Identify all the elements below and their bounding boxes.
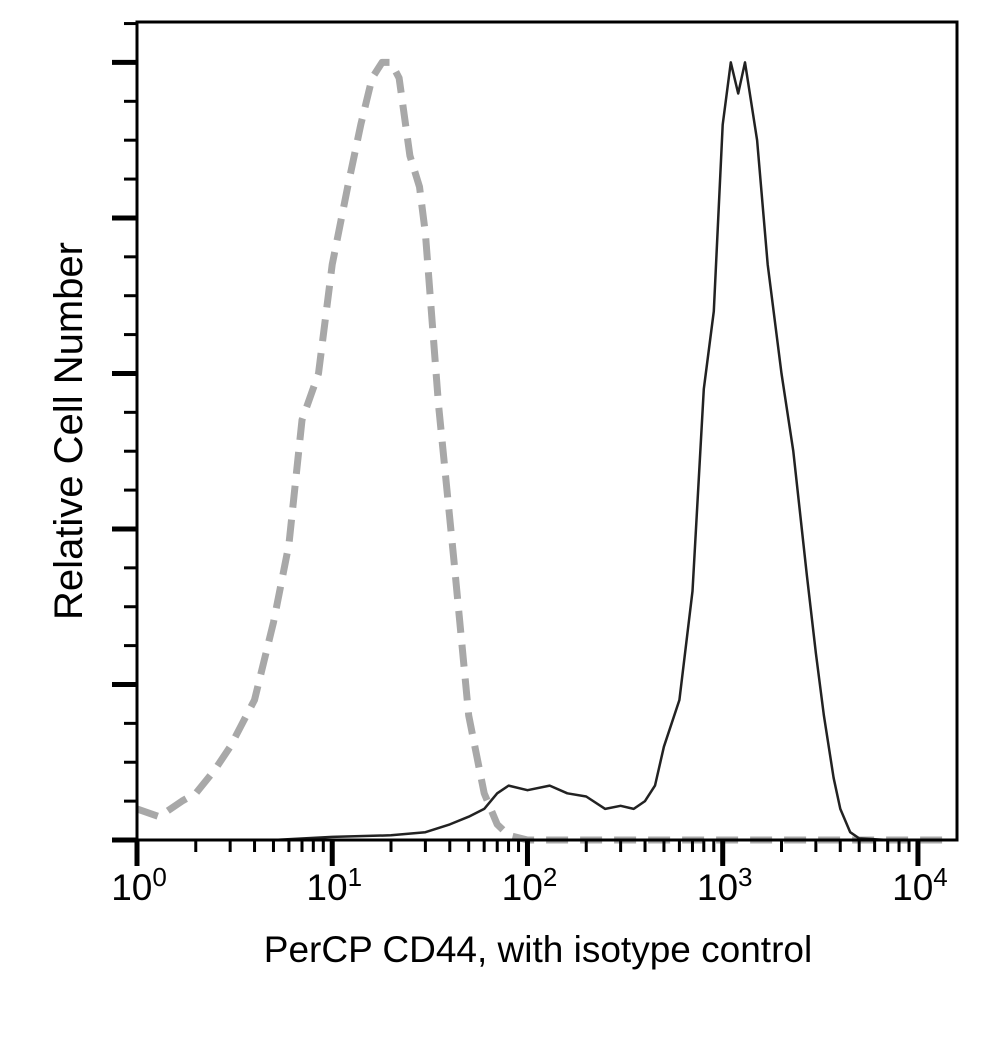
x-tick-exponent: 3: [738, 862, 752, 892]
x-tick-exponent: 1: [348, 862, 362, 892]
x-tick-base: 10: [306, 867, 347, 908]
x-axis-label: PerCP CD44, with isotype control: [264, 929, 812, 970]
cd44-histogram-line: [137, 61, 953, 842]
x-tick-exponent: 0: [152, 862, 166, 892]
x-axis-ticks: [134, 840, 921, 866]
isotype-control-line: [135, 58, 953, 844]
x-tick-label: 102: [502, 862, 558, 908]
x-tick-base: 10: [697, 867, 738, 908]
y-axis-label: Relative Cell Number: [47, 242, 91, 620]
x-tick-label: 104: [892, 862, 948, 908]
x-tick-label: 100: [111, 862, 167, 908]
x-tick-base: 10: [502, 867, 543, 908]
x-tick-exponent: 2: [543, 862, 557, 892]
plot-frame: [135, 20, 959, 842]
y-axis-ticks: [112, 22, 137, 843]
x-tick-exponent: 4: [933, 862, 947, 892]
series-layer: [135, 58, 953, 844]
x-tick-label: 101: [306, 862, 362, 908]
x-tick-label: 103: [697, 862, 753, 908]
x-tick-base: 10: [892, 867, 933, 908]
x-axis-tick-labels: 100 101 102 103 104: [111, 862, 948, 908]
x-tick-base: 10: [111, 867, 152, 908]
